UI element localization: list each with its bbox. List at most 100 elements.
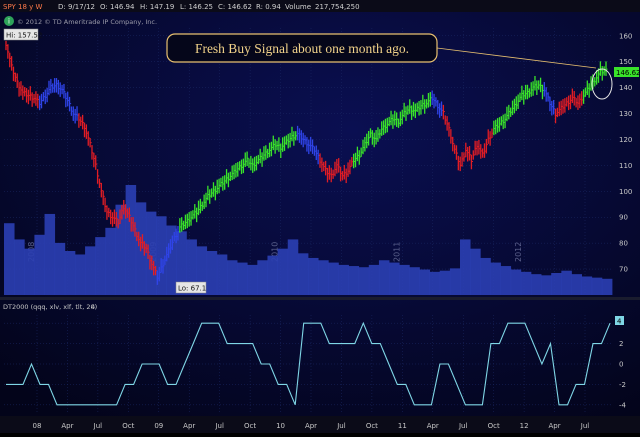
volume-label: Volume	[285, 3, 311, 11]
header-stats: SPY 18 y W D: 9/17/12 O: 146.94 H: 147.1…	[3, 3, 360, 11]
volume-bar	[328, 262, 339, 295]
date-label: D: 9/17/12	[58, 3, 95, 11]
volume-bar	[308, 257, 319, 295]
volume-bar	[64, 251, 76, 295]
lo-label-box	[175, 281, 207, 294]
range-label: R: 0.94	[256, 3, 281, 11]
price-tick-label: 100	[619, 188, 632, 196]
volume-bar	[368, 264, 380, 295]
volume-bar	[551, 273, 562, 295]
volume-bar	[257, 260, 268, 295]
price-tick-label: 70	[619, 266, 628, 274]
price-tick-label: 150	[619, 58, 632, 66]
time-tick-label: Apr	[427, 422, 439, 430]
volume-bar	[14, 239, 25, 295]
last-price-label: 146.62	[616, 69, 640, 77]
price-tick-label: 90	[619, 214, 628, 222]
indicator-header-value: 4	[91, 303, 95, 311]
indicator-line	[6, 321, 611, 406]
volume-bar	[226, 260, 238, 295]
time-tick-label: Apr	[183, 422, 195, 430]
panel-divider[interactable]	[0, 297, 640, 300]
annotation-text: Fresh Buy Signal about one month ago.	[195, 41, 409, 56]
volume-bar	[378, 260, 390, 295]
indicator-tick-label: 2	[619, 340, 623, 348]
volume-bar	[510, 269, 522, 295]
volume-bar	[318, 260, 329, 295]
volume-bar	[196, 246, 208, 295]
volume-bar	[85, 246, 96, 295]
volume-bar	[419, 269, 430, 295]
year-watermark: 2011	[392, 242, 401, 262]
time-tick-label: 09	[154, 422, 163, 430]
volume-bar	[74, 254, 86, 295]
volume-bar	[145, 211, 157, 295]
indicator-name: DT2000 (qqq, xlv, xlf, tlt, 20)	[3, 303, 97, 311]
time-tick-label: Oct	[366, 422, 378, 430]
volume-bar	[541, 275, 552, 295]
volume-bar	[105, 227, 116, 295]
info-icon-glyph: i	[8, 18, 10, 26]
time-tick-label: Apr	[548, 422, 560, 430]
signal-highlight-circle	[591, 68, 613, 100]
price-tick-label: 120	[619, 136, 632, 144]
volume-bar	[358, 267, 370, 295]
volume-bar	[429, 271, 441, 295]
volume-bar	[247, 264, 258, 295]
time-tick-label: Jul	[458, 422, 468, 430]
indicator-axis: -4 -2 0 2	[619, 340, 627, 409]
volume-bar	[591, 277, 603, 295]
volume-bar	[409, 267, 420, 295]
indicator-tick-label: 0	[619, 361, 623, 369]
volume-bar	[287, 239, 299, 295]
volume-bar	[44, 213, 56, 295]
indicator-value-tag	[615, 316, 624, 325]
price-bars	[5, 40, 608, 285]
low-label: L: 146.25	[180, 3, 213, 11]
volume-bar	[54, 242, 66, 295]
time-tick-label: 12	[520, 422, 529, 430]
header-bar	[0, 0, 640, 12]
volume-bar	[24, 248, 35, 295]
symbol-label[interactable]: SPY 18 y W	[3, 3, 43, 11]
volume-bar	[389, 262, 400, 295]
volume-bar	[460, 239, 471, 295]
indicator-series-line	[6, 321, 611, 406]
volume-bar	[520, 271, 532, 295]
info-icon[interactable]	[4, 16, 14, 26]
volume-bar	[115, 204, 126, 295]
volume-bar	[125, 185, 137, 295]
price-tick-label: 130	[619, 110, 632, 118]
volume-bar	[95, 237, 106, 295]
volume-bar	[338, 264, 349, 295]
price-axis: 70 80 90 100 110 120 130 140 150 160	[619, 32, 632, 273]
volume-bar	[571, 274, 582, 295]
volume-bar	[399, 264, 410, 295]
time-axis-bar	[0, 416, 640, 433]
year-watermark: 2010	[271, 242, 280, 262]
last-price-tag	[614, 67, 639, 77]
volume-bar	[267, 255, 278, 295]
volume-bar	[277, 248, 289, 295]
volume-bar	[449, 268, 461, 295]
time-tick-label: Oct	[488, 422, 500, 430]
volume-bar	[439, 270, 451, 295]
time-tick-label: Jul	[214, 422, 224, 430]
year-watermark: 2012	[514, 242, 523, 262]
time-tick-label: Jul	[93, 422, 103, 430]
hi-label-box	[3, 28, 39, 41]
time-tick-label: Oct	[122, 422, 134, 430]
volume-bar	[490, 262, 501, 295]
price-tick-label: 140	[619, 84, 632, 92]
volume-bar	[561, 270, 572, 295]
volume-bar	[297, 253, 309, 295]
time-tick-label: 10	[276, 422, 285, 430]
high-label: H: 147.19	[140, 3, 174, 11]
volume-bar	[601, 278, 613, 295]
indicator-tick-label: -2	[619, 381, 626, 389]
time-tick-label: Jul	[580, 422, 590, 430]
time-axis: 08 Apr Jul Oct 09 Apr Jul Oct 10 Apr Jul Oct 11 Apr Ju…	[33, 422, 590, 430]
volume-bar	[176, 231, 187, 295]
time-tick-label: 11	[398, 422, 407, 430]
